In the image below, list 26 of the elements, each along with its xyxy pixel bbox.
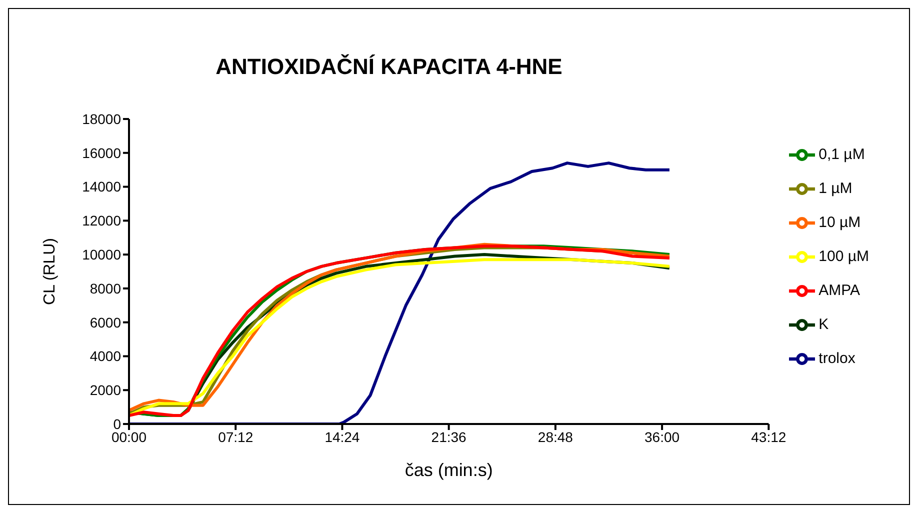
y-tick-label: 10000 (82, 246, 122, 263)
legend-label: 0,1 µM (818, 146, 865, 162)
legend-label: 1 µM (818, 180, 852, 196)
y-axis-title: CL (RLU) (42, 238, 59, 305)
chart-title: ANTIOXIDAČNÍ KAPACITA 4-HNE (214, 54, 564, 80)
legend-label: AMPA (818, 282, 860, 298)
legend-label: 10 µM (818, 214, 861, 230)
x-tick-label: 43:12 (751, 428, 786, 445)
x-tick-label: 07:12 (218, 428, 254, 445)
legend-label: K (818, 316, 829, 332)
x-tick-label: 21:36 (431, 428, 467, 445)
y-tick-label: 14000 (82, 178, 122, 195)
y-tick-label: 18000 (82, 110, 122, 127)
legend-label: trolox (818, 350, 856, 366)
legend-label: 100 µM (818, 248, 869, 264)
y-tick-label: 8000 (90, 280, 122, 296)
x-tick-label: 28:48 (538, 428, 574, 445)
x-axis-title: čas (min:s) (404, 460, 493, 480)
y-tick-label: 6000 (90, 314, 122, 330)
y-tick-label: 2000 (90, 382, 122, 398)
x-tick-label: 36:00 (644, 428, 680, 445)
line-series (129, 162, 671, 424)
y-tick-label: 12000 (82, 212, 122, 229)
y-tick-label: 4000 (90, 348, 122, 364)
y-tick-label: 16000 (82, 144, 122, 161)
x-tick-label: 14:24 (324, 428, 360, 445)
